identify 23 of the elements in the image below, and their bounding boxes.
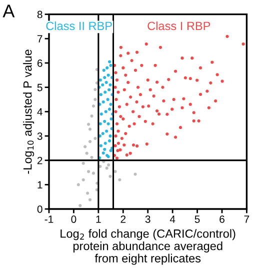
x-tick-label: 2	[120, 216, 126, 223]
y-axis-title: -Log$_{10}$ adjusted P value	[23, 50, 34, 174]
y-tick-label: 0	[37, 206, 42, 213]
y-tick-label: 1	[38, 181, 42, 188]
x-tick-label: 6	[220, 216, 224, 223]
text: A	[2, 4, 15, 18]
y-tick-label: 7	[37, 35, 42, 42]
y-tick-label: 8	[37, 10, 42, 18]
series-label: Class I RBP	[148, 21, 210, 30]
x-tick-label: -1	[44, 216, 54, 223]
y-tick-label: 4	[37, 108, 42, 116]
y-tick-label: 3	[37, 132, 42, 140]
y-tick-label: 5	[37, 84, 42, 92]
x-tick-label: 7	[244, 216, 250, 223]
x-tick-label: 3	[145, 216, 150, 223]
text: Class II RBP	[46, 21, 112, 30]
x-tick-label: 5	[194, 216, 200, 223]
x-tick-label: 4	[170, 216, 176, 223]
y-tick-label: 6	[37, 59, 42, 67]
x-axis-title: Log$_{2}$ fold change (CARIC/control) protein abundance averaged from eight replicates	[60, 229, 236, 265]
x-tick-label: 0	[71, 216, 76, 223]
x-tick-label: 1	[96, 216, 101, 223]
y-tick-label: 2	[37, 156, 42, 164]
